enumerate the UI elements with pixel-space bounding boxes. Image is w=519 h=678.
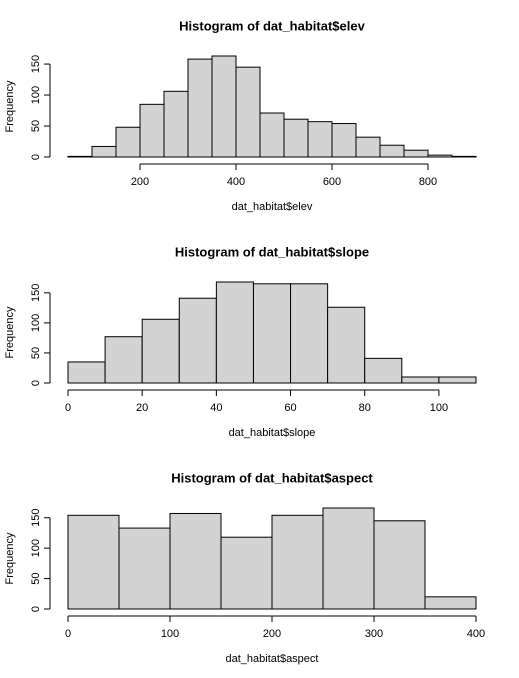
x-tick-label: 400 (467, 628, 485, 640)
bar (322, 507, 375, 610)
bar (327, 306, 366, 384)
y-tick-label: 100 (30, 314, 42, 332)
bar (67, 155, 93, 158)
bar (211, 55, 237, 158)
bar (401, 376, 440, 384)
bar (91, 145, 117, 158)
y-tick-label: 50 (30, 347, 42, 359)
y-tick-label: 0 (30, 154, 42, 160)
bar (169, 512, 222, 610)
bar (104, 336, 143, 384)
chart-title: Histogram of dat_habitat$elev (179, 18, 365, 33)
y-tick-label: 100 (30, 539, 42, 557)
bar (235, 66, 261, 158)
bar (67, 514, 120, 610)
bar (283, 118, 309, 158)
bar (331, 123, 357, 158)
x-tick-label: 200 (263, 628, 281, 640)
bar (271, 514, 324, 610)
x-tick-label: 600 (323, 176, 341, 188)
bar (373, 520, 426, 610)
x-tick-label: 300 (365, 628, 383, 640)
x-tick-label: 100 (161, 628, 179, 640)
bar (259, 112, 285, 158)
y-tick-label: 0 (30, 606, 42, 612)
y-tick-label: 50 (30, 572, 42, 584)
x-tick-label: 60 (284, 402, 296, 414)
x-tick-label: 80 (359, 402, 371, 414)
y-tick-label: 150 (30, 509, 42, 527)
y-axis-label: Frequency (4, 532, 16, 584)
bar (178, 297, 217, 384)
bar (67, 361, 106, 384)
y-axis-label: Frequency (4, 306, 16, 358)
bar (141, 318, 180, 384)
bar (403, 149, 429, 158)
bar (163, 90, 189, 158)
bar (307, 121, 333, 158)
x-tick-label: 20 (136, 402, 148, 414)
y-tick-label: 0 (30, 380, 42, 386)
bar (355, 136, 381, 158)
x-tick-label: 0 (65, 628, 71, 640)
x-tick-label: 100 (430, 402, 448, 414)
bar (364, 357, 403, 384)
x-axis-label: dat_habitat$aspect (226, 653, 319, 665)
bar (451, 155, 477, 158)
y-tick-label: 100 (30, 86, 42, 104)
x-tick-label: 40 (210, 402, 222, 414)
x-axis-label: dat_habitat$elev (232, 201, 313, 213)
bar (220, 536, 273, 610)
x-tick-label: 400 (227, 176, 245, 188)
bar (438, 376, 477, 384)
bar (427, 154, 453, 158)
bar (118, 527, 171, 610)
x-tick-label: 200 (131, 176, 149, 188)
bar (424, 596, 477, 610)
y-tick-label: 150 (30, 284, 42, 302)
bar (290, 283, 329, 384)
bar (139, 103, 165, 158)
chart-title: Histogram of dat_habitat$aspect (171, 470, 373, 485)
bar (187, 58, 213, 158)
y-tick-label: 150 (30, 55, 42, 73)
x-tick-label: 800 (419, 176, 437, 188)
bar (379, 144, 405, 158)
bar (115, 126, 141, 158)
y-tick-label: 50 (30, 120, 42, 132)
bar (252, 283, 292, 384)
bar (215, 281, 254, 384)
x-tick-label: 0 (65, 402, 71, 414)
x-axis-label: dat_habitat$slope (229, 427, 316, 439)
y-axis-label: Frequency (4, 80, 16, 132)
chart-title: Histogram of dat_habitat$slope (175, 244, 369, 259)
